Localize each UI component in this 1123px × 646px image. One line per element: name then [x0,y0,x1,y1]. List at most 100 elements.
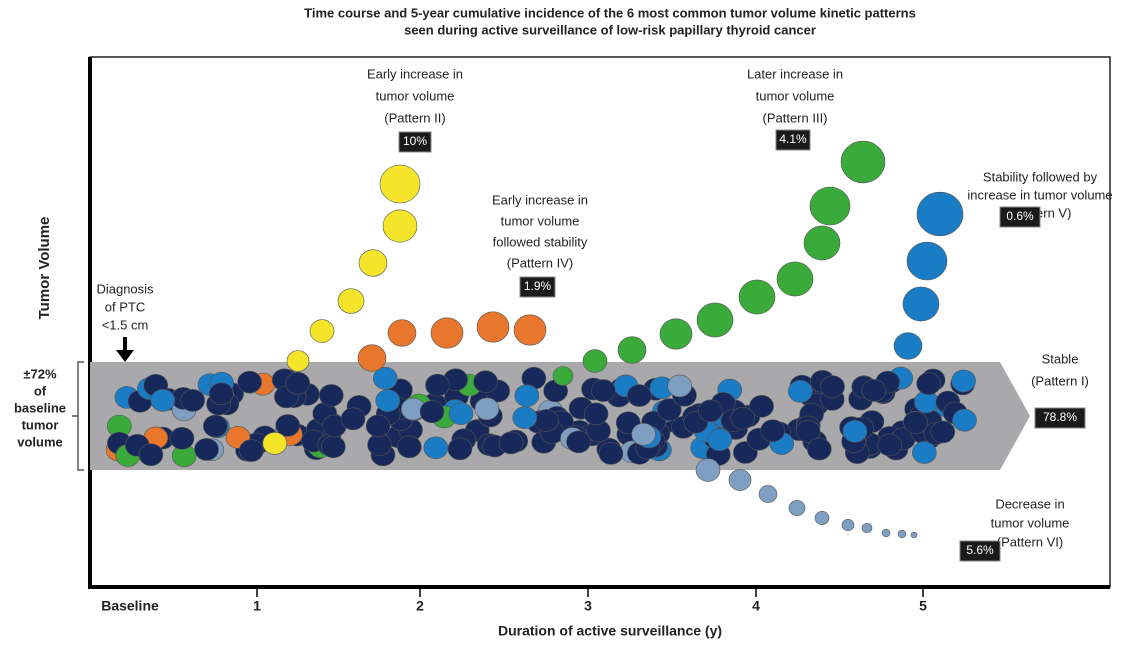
tumor-dot [319,384,343,406]
tumor-dot [810,187,850,225]
tumor-dot [388,320,416,347]
tumor-dot [618,337,646,364]
diagram: Time course and 5-year cumulative incide… [0,0,1123,641]
tumor-dot [789,500,805,515]
tumor-dot [761,420,785,442]
tumor-dot [380,165,420,203]
pattern-label: Stable [1042,351,1079,366]
tumor-dot [425,374,449,396]
tumor-dot [534,409,558,431]
tumor-dot [842,519,854,530]
tumor-dot [862,523,872,533]
tumor-dot [583,350,607,373]
tumor-dot [952,409,976,431]
incidence-value: 4.1% [779,132,807,146]
pattern-label: tumor volume [376,88,455,103]
tumor-dot [515,385,539,407]
pattern-label: (Pattern IV) [507,255,573,270]
tumor-dot [952,370,976,392]
tumor-dot [697,303,733,337]
tumor-dot [513,407,537,429]
tumor-dot [904,412,928,434]
tumor-dot [894,333,922,360]
tumor-dot [862,379,886,401]
tumor-dot [263,432,287,454]
tumor-dot [366,415,390,437]
tumor-dot [383,210,417,242]
incidence-value: 5.6% [966,543,994,557]
pattern-label: Early increase in [367,66,463,81]
pattern-label: Later increase in [747,66,843,81]
x-tick-label: 3 [584,598,592,614]
pattern-label: Early increase in [492,192,588,207]
pattern-label: followed stability [493,234,588,249]
tumor-dot [553,367,573,386]
tumor-dot [287,351,309,372]
tumor-dot [632,423,656,445]
tumor-dot [195,438,219,460]
tumor-dot [729,470,751,491]
tumor-dot [376,390,400,412]
tumor-dot [239,440,263,462]
incidence-value: 78.8% [1043,410,1077,424]
tumor-dot [907,242,947,280]
tumor-dot [903,287,939,321]
tumor-dot [807,438,831,460]
tumor-dot [912,441,936,463]
title: Time course and 5-year cumulative incide… [304,5,916,20]
incidence-value: 0.6% [1006,209,1034,223]
tumor-dot [321,436,345,458]
tumor-dot [358,345,386,372]
tumor-dot [514,315,546,345]
pattern-label: increase in tumor volume [967,187,1112,202]
tumor-dot [599,442,623,464]
tumor-dot [591,380,615,402]
diagnosis-label: <1.5 cm [102,317,149,332]
tumor-dot [698,400,722,422]
tumor-dot [475,398,499,420]
diagnosis-label: Diagnosis [96,281,154,296]
band-bracket [72,362,84,470]
x-tick-label: 5 [919,598,927,614]
tumor-dot [151,389,175,411]
pattern-label: (Pattern VI) [997,534,1063,549]
tumor-dot [931,421,955,443]
tumor-dot [238,371,262,393]
band-label: of [34,383,47,398]
tumor-dot [668,375,692,397]
tumor-dot [708,429,732,451]
tumor-dot [841,141,885,183]
tumor-dot [882,529,890,537]
tumor-dot [821,376,845,398]
tumor-dot [777,262,813,296]
tumor-dot [341,408,365,430]
x-tick-label: 4 [752,598,760,614]
tumor-dot [815,511,829,524]
tumor-dot [759,485,777,502]
band-label: tumor [22,417,59,432]
tumor-dot [627,385,651,407]
x-tick-label: 1 [253,598,261,614]
title: seen during active surveillance of low-r… [404,22,816,37]
tumor-dot [739,280,775,314]
tumor-dot [584,403,608,425]
tumor-dot [474,371,498,393]
band-label: baseline [14,400,66,415]
plot-frame [90,57,1110,587]
tumor-dot [696,459,720,482]
pattern-label: Stability followed by [983,169,1098,184]
tumor-dot [499,432,523,454]
tumor-dot [310,320,334,343]
tumor-dot [788,380,812,402]
tumor-dot [878,434,902,456]
pattern-label: (Pattern III) [762,110,827,125]
tumor-dot [420,401,444,423]
tumor-dot [431,318,463,348]
tumor-dot [209,383,233,405]
tumor-dot [449,403,473,425]
tumor-dot [567,431,591,453]
band-label: ±72% [23,366,57,381]
tumor-dot [917,373,941,395]
tumor-dot [843,420,867,442]
tumor-dot [170,427,194,449]
